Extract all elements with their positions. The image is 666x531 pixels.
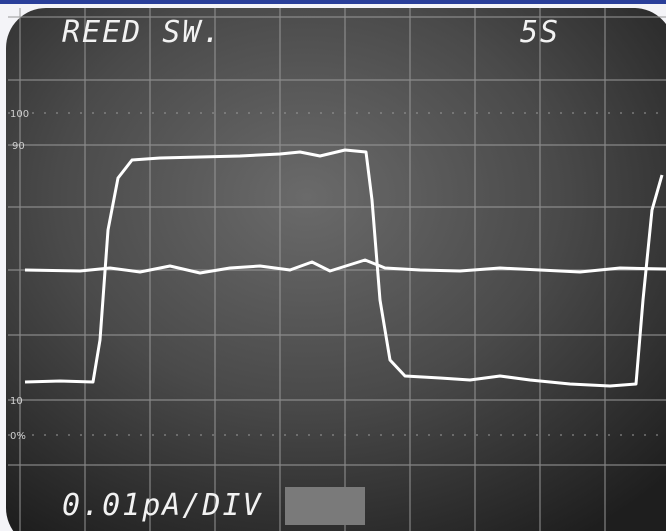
graticule-label: 90 bbox=[12, 141, 25, 152]
timebase: 5S bbox=[520, 15, 560, 50]
page: REED SW. 5S 0.01pA/DIV 100 90 10 0% (() … bbox=[0, 0, 666, 531]
frame-top-border bbox=[0, 0, 666, 4]
graticule-label: 100 bbox=[10, 109, 29, 120]
oscilloscope-photo: REED SW. 5S 0.01pA/DIV 100 90 10 0% bbox=[0, 0, 666, 531]
graticule-label: 0% bbox=[10, 431, 26, 442]
redaction-block bbox=[285, 487, 365, 525]
vertical-scale: 0.01pA/DIV bbox=[62, 488, 263, 523]
graticule-label: 10 bbox=[10, 396, 23, 407]
trace-title: REED SW. bbox=[62, 15, 223, 50]
